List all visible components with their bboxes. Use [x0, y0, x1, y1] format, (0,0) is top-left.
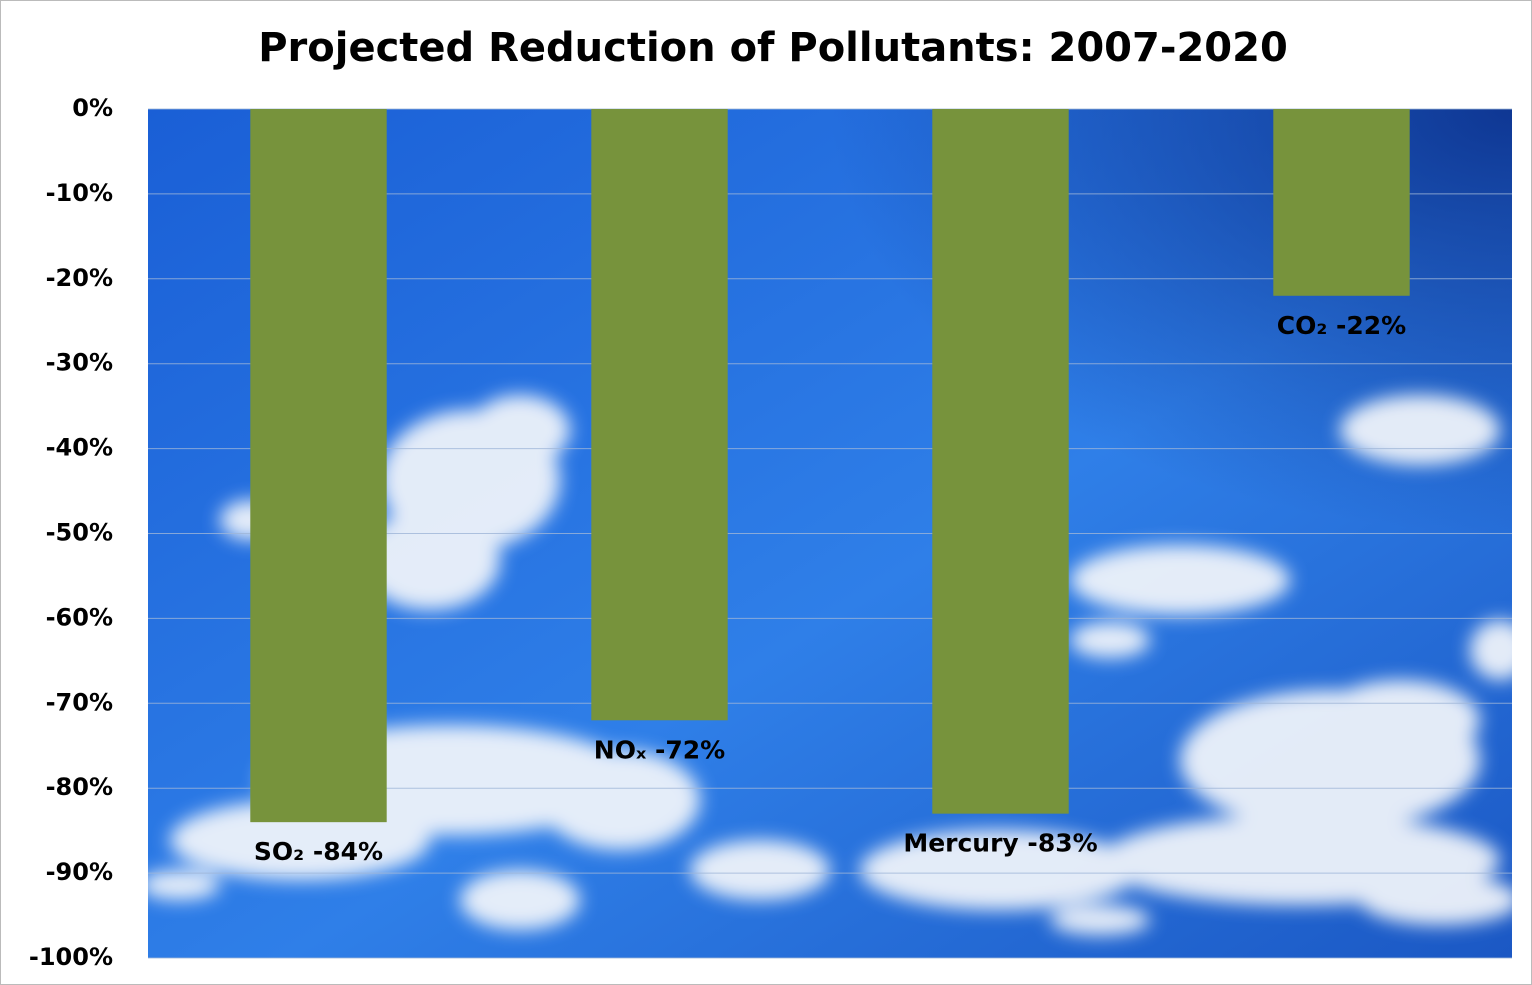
y-tick-label: -50% — [46, 519, 113, 547]
y-tick-label: -30% — [46, 349, 113, 377]
y-tick-label: -100% — [29, 943, 113, 971]
value-label: Mercury -83% — [903, 829, 1097, 858]
value-label: NOₓ -72% — [594, 735, 725, 764]
y-tick-label: -90% — [46, 858, 113, 886]
bar — [1273, 109, 1410, 296]
y-tick-label: 0% — [72, 94, 113, 122]
bar — [591, 109, 728, 721]
y-tick-label: -10% — [46, 179, 113, 207]
y-tick-label: -40% — [46, 434, 113, 462]
y-tick-label: -20% — [46, 264, 113, 292]
bar — [932, 109, 1069, 814]
y-tick-label: -70% — [46, 688, 113, 716]
bar — [250, 109, 387, 823]
value-label: CO₂ -22% — [1277, 311, 1406, 340]
y-tick-label: -60% — [46, 603, 113, 631]
chart-title: Projected Reduction of Pollutants: 2007-… — [258, 25, 1288, 71]
y-tick-label: -80% — [46, 773, 113, 801]
value-label: SO₂ -84% — [254, 837, 383, 866]
